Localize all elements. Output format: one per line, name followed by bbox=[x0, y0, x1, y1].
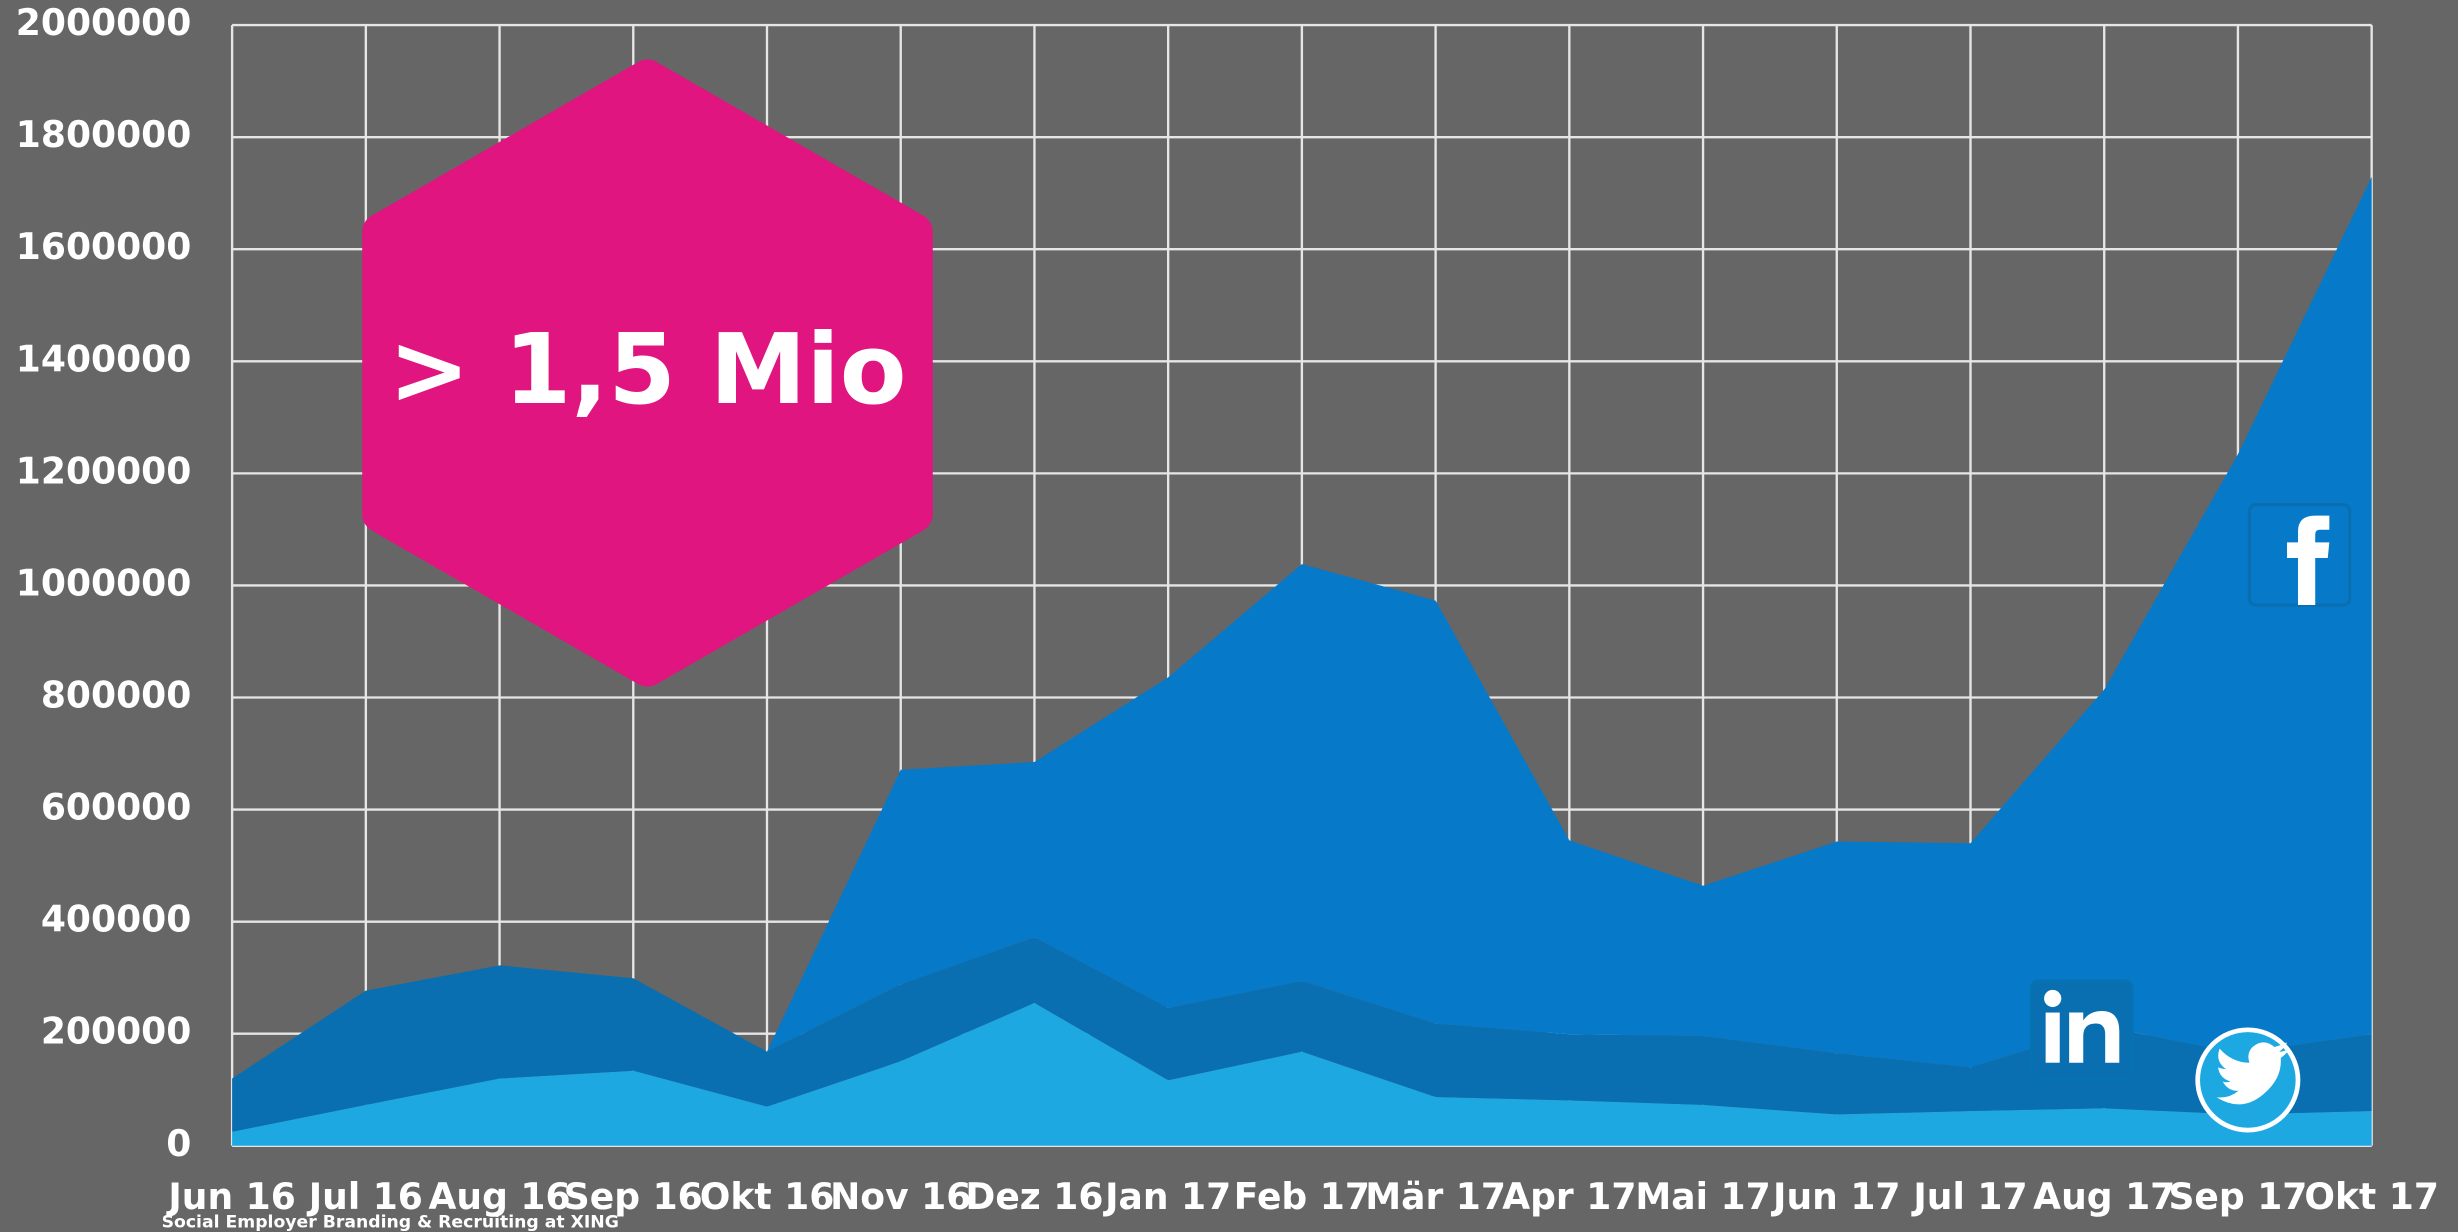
x-tick-label: Okt 17 bbox=[2304, 1176, 2439, 1218]
x-tick-label: Okt 16 bbox=[700, 1176, 835, 1218]
y-tick-label: 2000000 bbox=[16, 2, 192, 44]
x-tick-label: Jan 17 bbox=[1102, 1176, 1231, 1218]
y-tick-label: 1600000 bbox=[16, 226, 192, 268]
x-tick-label: Aug 16 bbox=[429, 1176, 571, 1218]
x-tick-label: Jun 17 bbox=[1770, 1176, 1900, 1218]
area bbox=[232, 176, 2372, 1079]
areas bbox=[232, 176, 2372, 1146]
y-tick-label: 1400000 bbox=[16, 338, 192, 380]
badge bbox=[362, 59, 933, 687]
area bbox=[232, 937, 2372, 1132]
y-tick-label: 800000 bbox=[41, 675, 192, 717]
facebook-icon bbox=[2247, 503, 2352, 607]
x-tick-label: Mär 17 bbox=[1365, 1176, 1506, 1218]
x-tick-label: Dez 16 bbox=[965, 1176, 1103, 1218]
y-tick-label: 200000 bbox=[41, 1011, 192, 1053]
linkedin-icon bbox=[2029, 979, 2134, 1080]
labels: 0 200000 400000 600000 800000 1000000 1200000 1… bbox=[16, 2, 2439, 1218]
x-tick-label: Jul 17 bbox=[1910, 1176, 2027, 1218]
twitter-icon bbox=[2195, 1027, 2301, 1133]
x-tick-label: Aug 17 bbox=[2033, 1176, 2175, 1218]
x-tick-label: Jun 16 bbox=[165, 1176, 295, 1218]
x-tick-label: Nov 16 bbox=[830, 1176, 971, 1218]
x-tick-label: Sep 17 bbox=[2168, 1176, 2307, 1218]
x-tick-label: Mai 17 bbox=[1635, 1176, 1770, 1218]
y-tick-label: 1200000 bbox=[16, 450, 192, 492]
x-tick-label: Apr 17 bbox=[1502, 1176, 1636, 1218]
x-tick-label: Feb 17 bbox=[1234, 1176, 1370, 1218]
x-tick-label: Jul 16 bbox=[306, 1176, 423, 1218]
annotation: > 1,5 Mio bbox=[388, 313, 906, 426]
y-tick-label: 400000 bbox=[41, 899, 192, 941]
x-tick-label: Sep 16 bbox=[564, 1176, 703, 1218]
y-tick-label: 1800000 bbox=[16, 114, 192, 156]
y-tick-label: 1000000 bbox=[16, 562, 192, 604]
y-tick-label: 600000 bbox=[41, 787, 192, 829]
area bbox=[232, 1002, 2372, 1146]
footer: Social Employer Branding & Recruiting at… bbox=[162, 1213, 619, 1232]
y-tick-label: 0 bbox=[166, 1123, 191, 1165]
